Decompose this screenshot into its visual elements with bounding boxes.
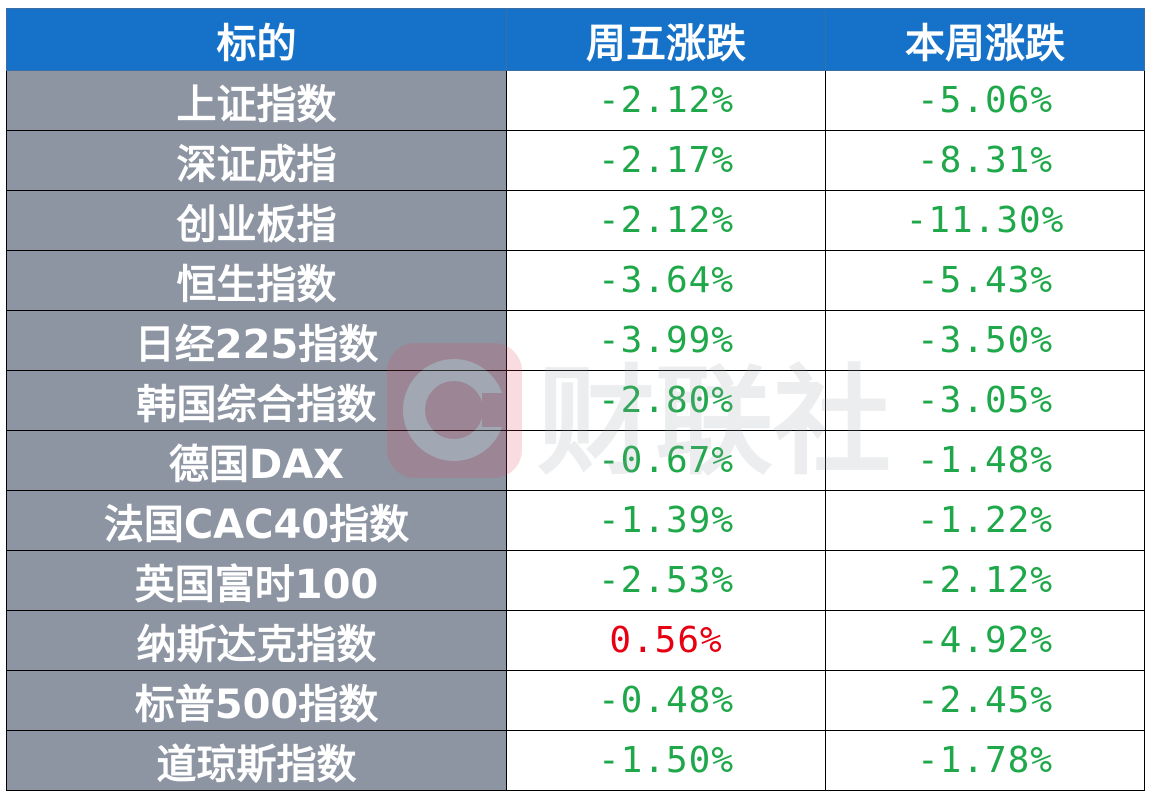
table-row: 创业板指 -2.12% -11.30% [6, 190, 1145, 251]
table-header: 标的 周五涨跌 本周涨跌 [6, 8, 1145, 71]
week-change: -5.06% [825, 70, 1145, 131]
week-change: -1.48% [825, 430, 1145, 491]
asset-name: 日经225指数 [6, 310, 507, 371]
header-row: 标的 周五涨跌 本周涨跌 [6, 8, 1145, 71]
friday-change: -2.80% [506, 370, 826, 431]
asset-name: 上证指数 [6, 70, 507, 131]
asset-name: 法国CAC40指数 [6, 490, 507, 551]
table-row: 标普500指数 -0.48% -2.45% [6, 670, 1145, 731]
table-body: 上证指数 -2.12% -5.06% 深证成指 -2.17% -8.31% 创业… [6, 70, 1145, 791]
table-row: 韩国综合指数 -2.80% -3.05% [6, 370, 1145, 431]
asset-name: 标普500指数 [6, 670, 507, 731]
table-row: 英国富时100 -2.53% -2.12% [6, 550, 1145, 611]
asset-name: 英国富时100 [6, 550, 507, 611]
table-row: 日经225指数 -3.99% -3.50% [6, 310, 1145, 371]
friday-change: -1.39% [506, 490, 826, 551]
friday-change: -2.53% [506, 550, 826, 611]
week-change: -3.50% [825, 310, 1145, 371]
week-change: -8.31% [825, 130, 1145, 191]
table-row: 纳斯达克指数 0.56% -4.92% [6, 610, 1145, 671]
asset-name: 恒生指数 [6, 250, 507, 311]
friday-change: -2.12% [506, 190, 826, 251]
market-performance-table: 标的 周五涨跌 本周涨跌 上证指数 -2.12% -5.06% 深证成指 -2.… [6, 8, 1145, 791]
asset-name: 道琼斯指数 [6, 730, 507, 791]
week-change: -2.45% [825, 670, 1145, 731]
friday-change: -3.64% [506, 250, 826, 311]
week-change: -5.43% [825, 250, 1145, 311]
week-change: -1.78% [825, 730, 1145, 791]
table-row: 深证成指 -2.17% -8.31% [6, 130, 1145, 191]
header-week-change: 本周涨跌 [825, 8, 1145, 71]
week-change: -11.30% [825, 190, 1145, 251]
asset-name: 德国DAX [6, 430, 507, 491]
friday-change: -2.12% [506, 70, 826, 131]
header-friday-change: 周五涨跌 [506, 8, 826, 71]
asset-name: 创业板指 [6, 190, 507, 251]
table-row: 道琼斯指数 -1.50% -1.78% [6, 730, 1145, 791]
market-table-container: 标的 周五涨跌 本周涨跌 上证指数 -2.12% -5.06% 深证成指 -2.… [6, 8, 1145, 791]
week-change: -3.05% [825, 370, 1145, 431]
friday-change: -3.99% [506, 310, 826, 371]
friday-change: -2.17% [506, 130, 826, 191]
friday-change: -1.50% [506, 730, 826, 791]
asset-name: 深证成指 [6, 130, 507, 191]
week-change: -2.12% [825, 550, 1145, 611]
header-asset: 标的 [6, 8, 507, 71]
friday-change: 0.56% [506, 610, 826, 671]
table-row: 上证指数 -2.12% -5.06% [6, 70, 1145, 131]
asset-name: 纳斯达克指数 [6, 610, 507, 671]
table-row: 恒生指数 -3.64% -5.43% [6, 250, 1145, 311]
week-change: -4.92% [825, 610, 1145, 671]
friday-change: -0.48% [506, 670, 826, 731]
table-row: 德国DAX -0.67% -1.48% [6, 430, 1145, 491]
asset-name: 韩国综合指数 [6, 370, 507, 431]
week-change: -1.22% [825, 490, 1145, 551]
table-row: 法国CAC40指数 -1.39% -1.22% [6, 490, 1145, 551]
friday-change: -0.67% [506, 430, 826, 491]
